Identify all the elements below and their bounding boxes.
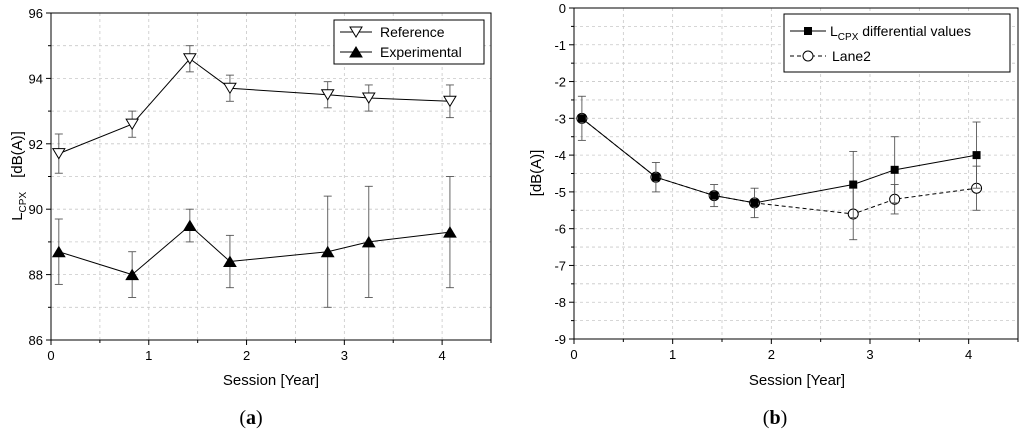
panel-b-legend-label-sub: CPX [838,32,859,43]
panel-a-series-line-reference [58,58,450,155]
panel-a-x-axis-title: Session [Year] [223,372,319,389]
panel-a-y-axis-main: L [9,212,26,220]
panel-a-y-axis-sub: CPX [18,192,29,213]
panel-a-y-tick-label: 96 [29,6,43,21]
panel-b-legend-box [783,13,1011,73]
panel-b-label-letter: b [769,407,780,429]
panel-b-legend-label-main: L [830,23,838,39]
panel-a-legend-label-reference: Reference [380,24,445,40]
panel-a-series [51,45,457,308]
panel-b-data-point-lcpx-differential-values [577,114,586,123]
panel-a-data-point-experimental [125,268,140,281]
panel-a-x-tick-label: 1 [145,348,152,363]
panel-a-data-point-reference [125,118,140,131]
panel-a-x-tick-label: 2 [243,348,250,363]
panel-b-y-tick-label: -2 [554,75,566,90]
panel-a-series-line-experimental [58,224,450,276]
panel-b-data-point-lcpx-differential-values [750,198,759,207]
panel-a-y-axis-unit: [dB(A)] [9,131,26,178]
panel-b-series [576,95,983,241]
panel-a-data-point-experimental [361,235,376,248]
panel-b-x-tick-label: 0 [570,347,577,362]
panel-b-ticks: 0 1 2 3 4 0 -1 -2 -3 -4 -5 -6 -7 -8 -9 [554,1,1019,362]
panel-a-data-point-experimental [182,219,197,232]
panel-b-data-point-lcpx-differential-values [972,151,981,160]
panel-b-y-axis-title: [dB(A)] [528,150,545,197]
panel-a-x-tick-label: 0 [47,348,54,363]
panel-b-y-tick-label: -3 [554,111,566,126]
panel-a-x-tick-label: 3 [341,348,348,363]
panel-b-data-point-lcpx-differential-values [651,173,660,182]
panel-b-y-tick-label: -5 [554,185,566,200]
panel-a-x-tick-label: 4 [438,348,445,363]
panel-a-y-tick-label: 86 [29,333,43,348]
panel-a-y-axis-title: LCPX [dB(A)] [9,131,29,221]
panel-b-data-point-lcpx-differential-values [710,191,719,200]
panel-b-chart: 0 1 2 3 4 0 -1 -2 -3 -4 -5 -6 -7 -8 -9 LCPX differenti… [528,1,1019,429]
panel-a-legend-marker-experimental [349,46,363,58]
panel-a-chart: 0 1 2 3 4 86 88 90 92 94 96 Reference Experimental… [9,6,492,429]
panel-a-label-letter: a [246,407,256,429]
panel-a-y-tick-label: 94 [29,71,43,86]
panel-a-data-point-experimental [223,255,237,268]
panel-b-legend-label-rest: differential values [858,23,971,39]
panel-a-data-point-experimental [51,245,66,258]
panel-a-y-tick-label: 88 [29,268,43,283]
panel-a-data-point-reference [361,92,376,104]
panel-a-legend-label-experimental: Experimental [380,44,462,60]
panel-b-y-tick-label: -7 [554,258,566,273]
panel-a-y-tick-label: 92 [29,137,43,152]
panel-a-data-point-experimental [320,245,335,258]
panel-a-legend-marker-reference [349,26,363,38]
panel-b-y-tick-label: 0 [559,1,566,16]
panel-b-y-tick-label: -4 [554,148,566,163]
panel-a-data-point-reference [182,53,197,65]
panel-a-data-point-reference [223,82,237,95]
panel-b-y-tick-label: -1 [554,38,566,53]
panel-a-data-point-reference [443,95,457,108]
panel-b-y-tick-label: -8 [554,295,566,310]
panel-b-y-tick-label: -9 [554,332,566,347]
panel-a-label: (a) [239,407,262,429]
panel-a-y-tick-label: 90 [29,202,43,217]
panel-b-data-point-lcpx-differential-values [849,180,858,189]
panel-b-x-axis-title: Session [Year] [749,372,845,389]
panel-b-x-tick-label: 3 [866,347,873,362]
panel-a-label-close: ) [256,407,263,429]
panel-b-legend-marker-lane2 [802,50,814,62]
panel-b-series-line-lcpx-differential-values [581,117,977,204]
panel-b-data-point-lcpx-differential-values [890,165,899,174]
panel-b-x-tick-label: 4 [965,347,972,362]
panel-b-legend-label-differential: LCPX differential values [830,23,971,43]
panel-a-label-open: ( [239,407,246,429]
panel-a-data-point-experimental [443,226,457,238]
panel-b-legend-marker-differential [804,27,812,35]
panel-b-label-close: ) [781,407,788,429]
panel-b-label-open: ( [763,407,770,429]
panel-b-x-tick-label: 2 [768,347,775,362]
panel-a-ticks: 0 1 2 3 4 86 88 90 92 94 96 [29,6,492,363]
panel-b-y-tick-label: -6 [554,222,566,237]
panel-a-data-point-reference [51,148,66,160]
panel-a-data-point-reference [320,89,335,101]
panel-b-label: (b) [763,407,787,429]
panel-b-legend-label-lane2: Lane2 [832,48,871,64]
panel-b-x-tick-label: 1 [669,347,676,362]
